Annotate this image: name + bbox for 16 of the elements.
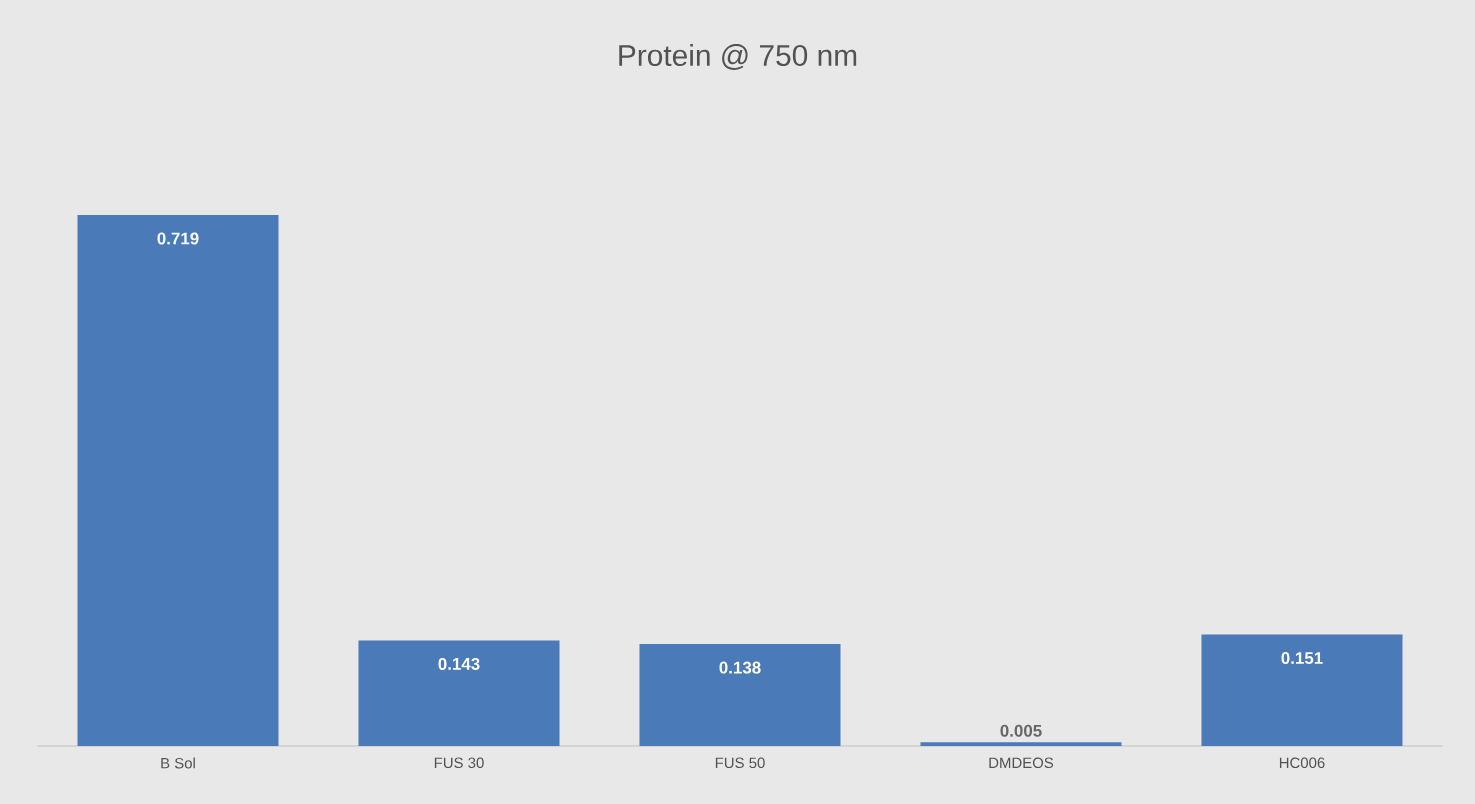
bar <box>639 644 841 746</box>
bar <box>920 742 1122 746</box>
bar <box>358 640 560 746</box>
bar <box>77 215 279 746</box>
x-tick-label: FUS 30 <box>434 757 484 769</box>
x-tick-label: DMDEOS <box>989 757 1054 769</box>
data-label: 0.138 <box>719 661 761 674</box>
x-tick-label: B Sol <box>161 757 195 769</box>
data-label: 0.719 <box>157 232 199 245</box>
data-label: 0.143 <box>438 657 480 670</box>
chart-title: Protein @ 750 nm <box>619 44 857 70</box>
bar <box>1201 634 1403 746</box>
x-tick-label: FUS 50 <box>715 757 765 769</box>
x-tick-label: HC006 <box>1279 757 1325 769</box>
data-label: 0.151 <box>1281 652 1323 664</box>
data-label: 0.005 <box>1000 724 1042 737</box>
